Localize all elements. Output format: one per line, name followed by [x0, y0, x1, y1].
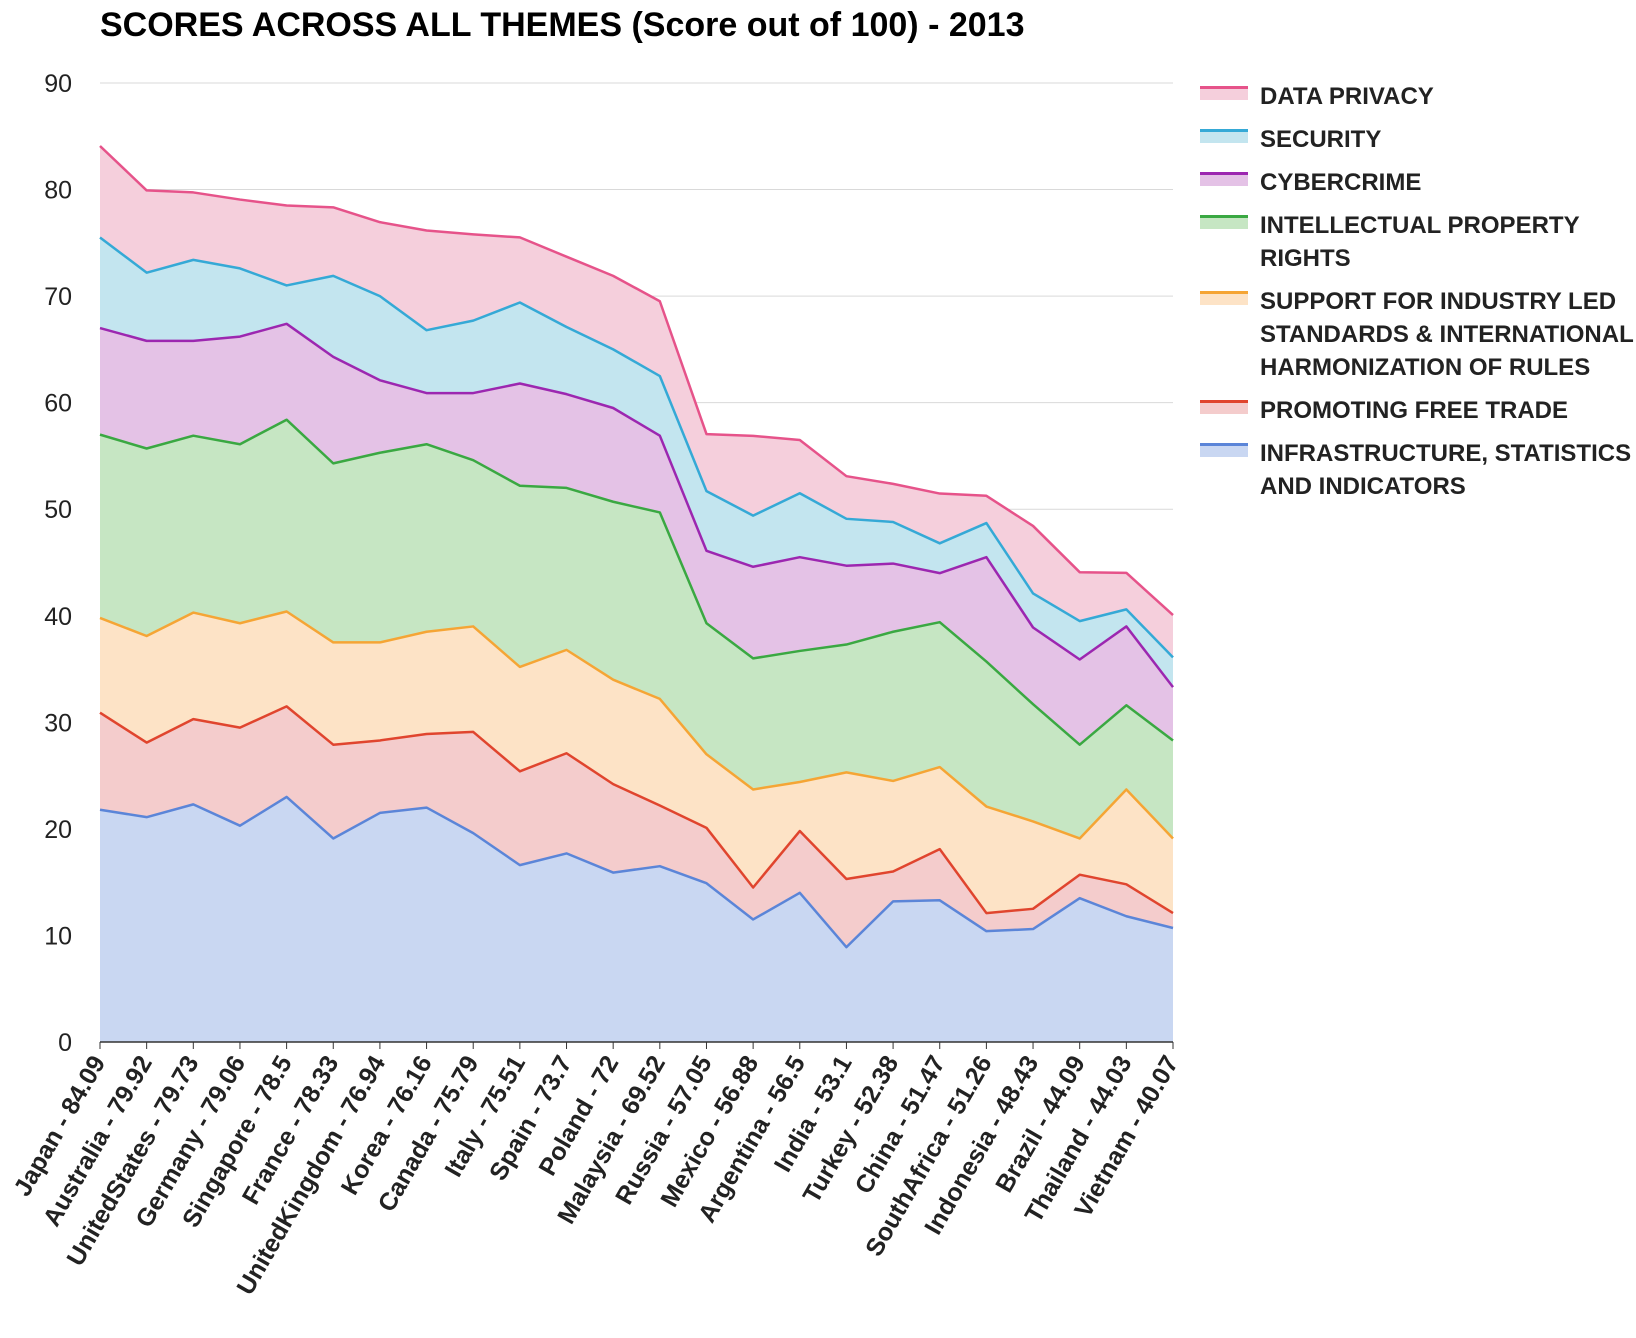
series-line-promoting-free-trade	[99, 705, 1174, 915]
y-tick-label: 60	[44, 390, 72, 418]
y-tick-label: 0	[58, 1029, 72, 1057]
legend-label: DATA PRIVACY	[1260, 83, 1434, 110]
legend-label: SUPPORT FOR INDUSTRY LED STANDARDS & INT…	[1260, 288, 1634, 381]
legend-label: INFRASTRUCTURE, STATISTICS AND INDICATOR…	[1260, 440, 1632, 500]
legend-item-support-for-industry-led-standards-international-harmonization-of-rules: SUPPORT FOR INDUSTRY LED STANDARDS & INT…	[1200, 285, 1636, 384]
area-intellectual-property-rights	[100, 419, 1173, 839]
y-tick-label: 50	[44, 496, 72, 524]
y-tick-label: 40	[44, 603, 72, 631]
legend-item-promoting-free-trade: PROMOTING FREE TRADE	[1200, 394, 1636, 427]
y-tick-label: 20	[44, 816, 72, 844]
area-infrastructure-statistics-and-indicators	[100, 796, 1173, 1042]
axes	[99, 1041, 1174, 1049]
area-support-for-industry-led-standards-international-harmonization-of-rules	[100, 611, 1173, 914]
legend-swatch	[1200, 86, 1248, 100]
legend-item-intellectual-property-rights: INTELLECTUAL PROPERTY RIGHTS	[1200, 209, 1636, 275]
legend-label: PROMOTING FREE TRADE	[1260, 397, 1569, 424]
y-tick-label: 10	[44, 922, 72, 950]
area-cybercrime	[100, 323, 1173, 745]
area-promoting-free-trade	[100, 706, 1173, 948]
y-tick-label: 30	[44, 709, 72, 737]
series-line-data-privacy	[99, 145, 1174, 616]
legend-label: CYBERCRIME	[1260, 169, 1422, 196]
series-line-security	[99, 236, 1174, 659]
series-line-infrastructure-statistics-and-indicators	[99, 795, 1174, 949]
legend-swatch	[1200, 215, 1248, 229]
series-lines	[99, 145, 1174, 949]
legend-swatch	[1200, 129, 1248, 143]
series-line-cybercrime	[99, 322, 1174, 688]
legend-item-cybercrime: CYBERCRIME	[1200, 166, 1636, 199]
chart-title: SCORES ACROSS ALL THEMES (Score out of 1…	[100, 6, 1025, 44]
legend-swatch	[1200, 443, 1248, 457]
legend-item-infrastructure-statistics-and-indicators: INFRASTRUCTURE, STATISTICS AND INDICATOR…	[1200, 437, 1636, 503]
legend: DATA PRIVACY SECURITY CYBERCRIME INTELLECTU…	[1200, 80, 1636, 513]
legend-item-security: SECURITY	[1200, 123, 1636, 156]
legend-swatch	[1200, 400, 1248, 414]
y-tick-label: 70	[44, 283, 72, 311]
y-tick-label: 80	[44, 177, 72, 205]
series-line-support-for-industry-led-standards-international-harmonization-of-rules	[99, 610, 1174, 840]
legend-label: SECURITY	[1260, 126, 1382, 153]
area-fills	[100, 145, 1173, 1042]
series-line-intellectual-property-rights	[99, 418, 1174, 746]
area-security	[100, 237, 1173, 688]
y-axis-tick-labels: 0 10 20 30 40 50 60 70 80 90	[44, 70, 72, 1057]
legend-item-data-privacy: DATA PRIVACY	[1200, 80, 1636, 113]
y-tick-label: 90	[44, 70, 72, 98]
legend-swatch	[1200, 172, 1248, 186]
area-data-privacy	[100, 145, 1173, 658]
legend-label: INTELLECTUAL PROPERTY RIGHTS	[1260, 212, 1580, 272]
legend-swatch	[1200, 291, 1248, 305]
